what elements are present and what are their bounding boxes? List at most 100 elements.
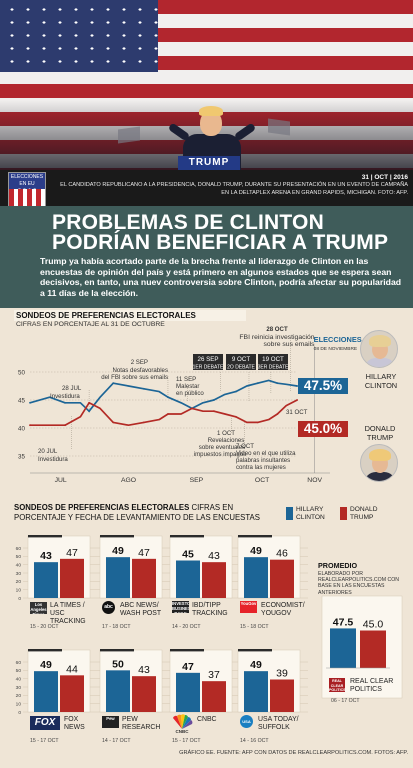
x-tick-label: AGO	[121, 477, 136, 484]
line-chart-title: SONDEOS DE PREFERENCIAS ELECTORALES	[14, 310, 246, 321]
trump-value-label: 43	[208, 550, 220, 562]
caption-bar	[0, 170, 413, 206]
poll-group: 50 43	[99, 649, 163, 713]
election-date: 08 DE NOVIEMBRE	[314, 346, 357, 352]
trump-bar	[60, 558, 84, 598]
bar-chart-subtitle: CIFRAS EN PORCENTAJE Y FECHA DE LEVANTAM…	[14, 503, 260, 522]
annotation-text: sobre eventuales	[199, 444, 245, 451]
clinton-data-point	[112, 382, 115, 385]
clinton-value-label: 49	[112, 545, 124, 557]
poll-panel-accent	[100, 649, 134, 652]
poll-date: 14 - 16 OCT	[240, 738, 269, 744]
bar-chart: 0 10 20 30 40 50 60 0 10 20 30 40 50 60 43 47 49 47 45 43 49…	[16, 535, 403, 716]
trump-bar	[60, 675, 84, 712]
clinton-photo	[360, 330, 398, 368]
trump-data-point	[234, 415, 237, 418]
clinton-data-point	[296, 385, 299, 387]
legend-clinton-label: HILLARY CLINTON	[296, 506, 325, 521]
y-tick-label: 35	[18, 453, 25, 460]
yougov-logo: YouGov	[240, 601, 257, 613]
average-group: 47.5 45.0	[321, 595, 403, 699]
annotation-text: Notas desfavorables	[112, 367, 168, 374]
average-trump-value: 45.0	[363, 619, 384, 631]
clinton-value-label: 43	[40, 550, 52, 562]
clinton-bar	[176, 672, 200, 712]
annotation-date: 20 JUL	[38, 448, 58, 455]
annotation-text: FBI reinicia investigación	[239, 334, 314, 341]
clinton-value-label: 47	[182, 661, 194, 673]
cnbc-logo-text: CNBC	[175, 729, 189, 734]
headline-line-1: PROBLEMAS DE CLINTON	[52, 211, 324, 234]
badge-label: ELECCIONES EN EU	[10, 174, 44, 187]
clinton-bar	[34, 671, 58, 712]
legend-trump-swatch	[340, 507, 347, 520]
flag-canton	[0, 0, 158, 72]
trump-pct-box: 45.0%	[298, 421, 348, 437]
footer-credits: GRÁFICO EE. FUENTE: AFP CON DATOS DE REA…	[179, 750, 408, 756]
trump-data-point	[296, 399, 299, 401]
debate-date: 19 OCT	[262, 356, 284, 363]
y-tick-label: 60	[16, 546, 22, 552]
y-tick-label: 10	[16, 587, 22, 593]
average-clinton-value: 47.5	[333, 616, 354, 628]
y-tick-label: 40	[18, 425, 25, 432]
y-tick-label: 0	[18, 596, 21, 602]
legend-clinton-swatch	[286, 507, 293, 520]
trump-value-label: 44	[66, 663, 78, 675]
debate-name: 2O DEBATE	[227, 364, 255, 370]
poll-group: 49 46	[237, 535, 301, 599]
y-tick-label: 60	[16, 660, 22, 666]
poll-panel-accent	[28, 649, 62, 652]
annotation-text: Malestar	[176, 383, 199, 390]
debate-name: 3ER DEBATE	[258, 364, 289, 370]
trump-value-label: 43	[138, 664, 150, 676]
trump-data-point	[167, 413, 169, 415]
y-tick-label: 40	[16, 562, 22, 568]
poll-group: 45 43	[169, 535, 233, 599]
poll-panel-accent	[170, 535, 204, 538]
trump-data-point	[213, 410, 215, 413]
poll-panel-accent	[170, 649, 204, 652]
annotation-text: sobre sus emails	[264, 341, 316, 348]
speaker-head	[200, 110, 222, 136]
annotation-text: palabras insultantes	[236, 457, 290, 464]
y-tick-label: 50	[18, 369, 25, 376]
pollster-label: USA TODAY/ SUFFOLK	[258, 716, 299, 731]
clinton-data-point	[213, 399, 215, 401]
clinton-value-label: 45	[182, 549, 194, 561]
x-tick-label: NOV	[307, 477, 322, 484]
pew-logo: Pew	[102, 716, 119, 728]
debate-date: 26 SEP	[198, 356, 219, 363]
y-tick-label: 20	[16, 693, 22, 699]
poll-date: 15 - 17 OCT	[172, 738, 201, 744]
trump-value-label: 47	[66, 547, 78, 559]
annotation-text: Video en el que utiliza	[236, 450, 296, 457]
clinton-data-point	[256, 382, 259, 385]
line-chart-axes: 35 40 45 50 JUL AGO SEP OCT NOV	[18, 369, 330, 484]
line-chart: 35 40 45 50 JUL AGO SEP OCT NOV ELECCIONES 08 DE N…	[18, 326, 362, 484]
pollster-label: LA TIMES / USC TRACKING	[50, 602, 86, 625]
clinton-value-label: 49	[40, 659, 52, 671]
clinton-photo-body	[364, 358, 396, 367]
rcp-pollster-label: REAL CLEAR POLITICS	[350, 678, 394, 693]
annotation-text: Investidura	[38, 456, 68, 463]
pollster-label: IBD/TIPP TRACKING	[192, 602, 228, 617]
pollster-label: FOX NEWS	[64, 716, 85, 731]
badge-header: ELECCIONES EN EU 2016	[9, 173, 45, 197]
debate-name: 1ER DEBATE	[193, 364, 224, 370]
trump-data-point	[64, 424, 66, 427]
clinton-value-label: 49	[250, 545, 262, 557]
clinton-data-point	[234, 390, 237, 393]
average-trump-bar	[360, 630, 386, 668]
y-tick-label: 0	[18, 710, 21, 716]
rcp-logo: REAL CLEAR POLITICS	[329, 678, 346, 692]
annotation-date: 11 SEP	[176, 376, 196, 383]
poll-group: 49 44	[27, 649, 91, 713]
y-tick-label: 50	[16, 668, 22, 674]
poll-panel-accent	[238, 649, 272, 652]
trump-value-label: 46	[276, 548, 288, 560]
election-label: ELECCIONES	[314, 335, 362, 344]
headline-line-2: PODRÍAN BENEFICIAR A TRUMP	[52, 231, 389, 254]
